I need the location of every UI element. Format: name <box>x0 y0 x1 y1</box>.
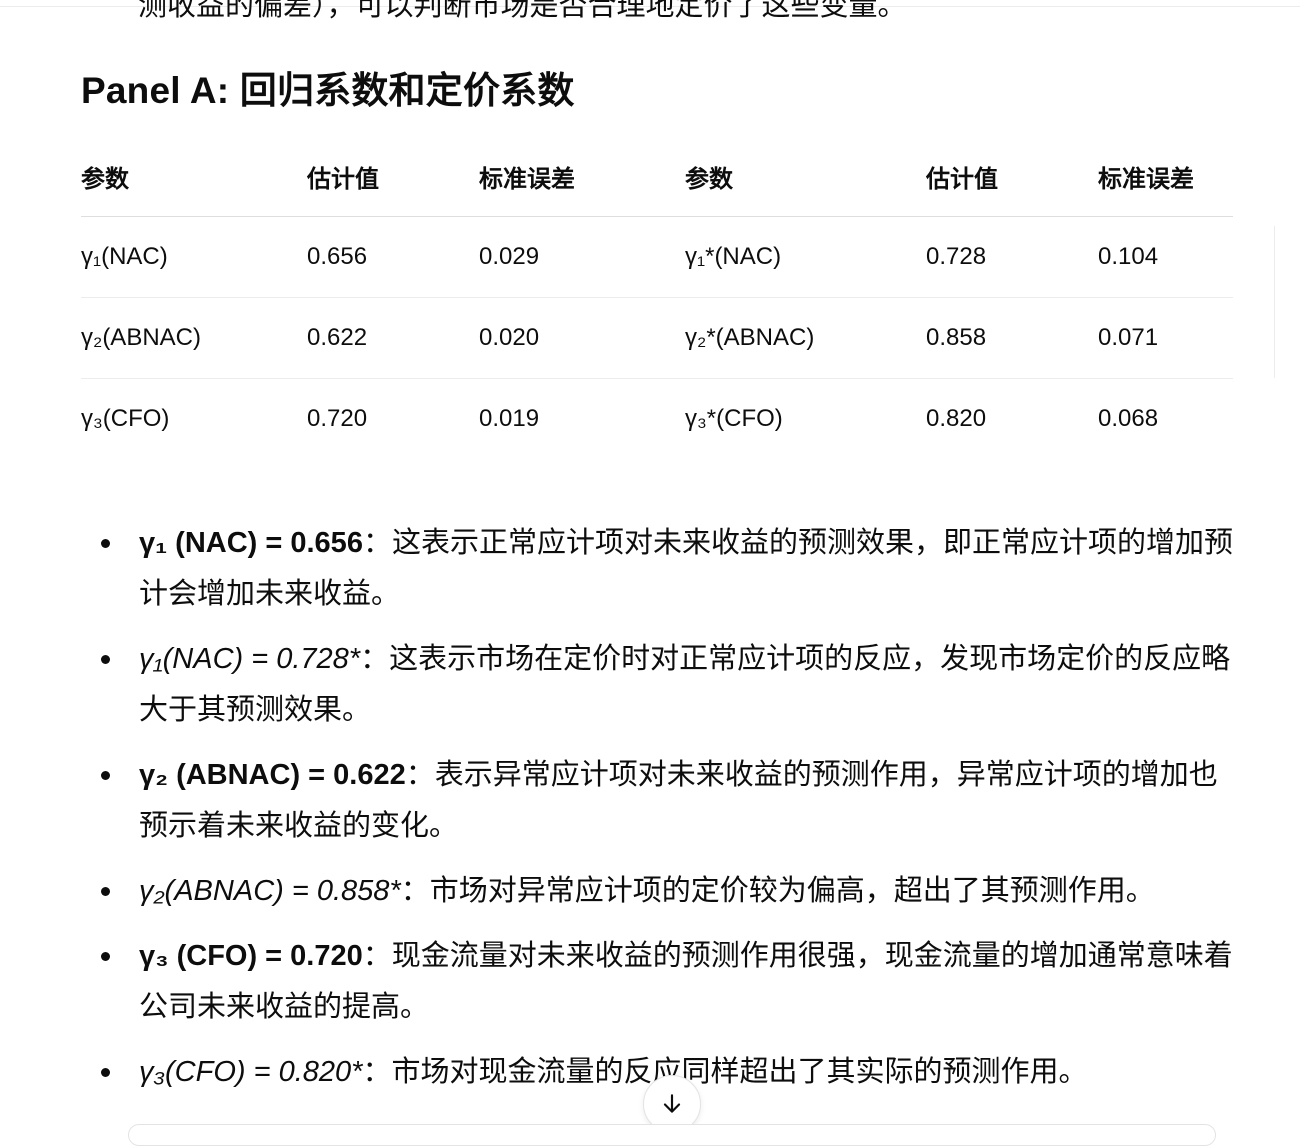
table-header-row: 参数 估计值 标准误差 参数 估计值 标准误差 <box>81 137 1233 217</box>
table-cell: γ₃(CFO) <box>81 405 170 432</box>
bullet-dot <box>101 952 110 961</box>
header-std-error-pricing: 标准误差 <box>1098 137 1233 217</box>
header-param: 参数 <box>81 137 307 217</box>
bullet-dot <box>101 655 110 664</box>
composer-box-edge <box>128 1124 1216 1146</box>
table-cell: γ₁*(NAC) <box>685 216 926 298</box>
table-cell: γ₃*(CFO) <box>685 405 783 432</box>
top-divider <box>0 6 1300 7</box>
list-item-term: γ₃ (CFO) = 0.720 <box>139 940 363 972</box>
table-cell: 0.858 <box>926 297 1098 379</box>
list-item: γ₂(ABNAC) = 0.858*：市场对异常应计项的定价较为偏高，超出了其预… <box>100 866 1235 917</box>
table-cell: 0.068 <box>1098 405 1159 432</box>
table-cell: 0.104 <box>1098 216 1233 298</box>
list-item: γ₃ (CFO) = 0.720：现金流量对未来收益的预测作用很强，现金流量的增… <box>100 931 1235 1033</box>
table-row: γ₁(NAC) 0.656 0.029 γ₁*(NAC) 0.728 0.104 <box>81 216 1233 298</box>
list-item-text: ：现金流量对未来收益的预测作用很强，现金流量的增加通常意味着公司未来收益的提高。 <box>139 940 1233 1023</box>
table-scroll-edge <box>1274 226 1275 378</box>
table-cell: 0.728 <box>926 216 1098 298</box>
table-cell: 0.020 <box>479 297 685 379</box>
list-item: γ₂ (ABNAC) = 0.622：表示异常应计项对未来收益的预测作用，异常应… <box>100 750 1235 852</box>
list-item-term: γ₁ (NAC) = 0.656 <box>139 527 363 559</box>
table-cell: 0.720 <box>307 405 368 432</box>
list-item: γ₃(CFO) = 0.820*：市场对现金流量的反应同样超出了其实际的预测作用… <box>100 1047 1235 1098</box>
list-item: γ₁(NAC) = 0.728*：这表示市场在定价时对正常应计项的反应，发现市场… <box>100 634 1235 736</box>
bullet-dot <box>101 771 110 780</box>
table-row: γ₂(ABNAC) 0.622 0.020 γ₂*(ABNAC) 0.858 0… <box>81 297 1233 379</box>
bullet-dot <box>101 1068 110 1077</box>
list-item-text: ：市场对异常应计项的定价较为偏高，超出了其预测作用。 <box>400 875 1155 907</box>
table-cell: γ₁(NAC) <box>81 216 307 298</box>
bullet-dot <box>101 887 110 896</box>
coefficient-table: 参数 估计值 标准误差 参数 估计值 标准误差 γ₁(NAC) 0.656 0.… <box>81 137 1233 459</box>
list-item-term: γ₂ (ABNAC) = 0.622 <box>139 759 406 791</box>
header-param-pricing: 参数 <box>685 137 926 217</box>
list-item-text: ：这表示市场在定价时对正常应计项的反应，发现市场定价的反应略大于其预测效果。 <box>139 643 1231 726</box>
list-item-term: γ₃(CFO) = 0.820* <box>139 1056 363 1088</box>
list-item-term: γ₂(ABNAC) = 0.858* <box>139 875 401 907</box>
list-item-text: ：表示异常应计项对未来收益的预测作用，异常应计项的增加也预示着未来收益的变化。 <box>139 759 1218 842</box>
table-cell: 0.656 <box>307 216 479 298</box>
table-cell: γ₂(ABNAC) <box>81 297 307 379</box>
arrow-down-icon <box>663 1094 681 1113</box>
table-cell: 0.029 <box>479 216 685 298</box>
header-std-error: 标准误差 <box>479 137 685 217</box>
list-item: γ₁ (NAC) = 0.656：这表示正常应计项对未来收益的预测效果，即正常应… <box>100 518 1235 620</box>
table-cell: 0.820 <box>926 405 987 432</box>
header-estimate-pricing: 估计值 <box>926 137 1098 217</box>
table-cell: γ₂*(ABNAC) <box>685 297 926 379</box>
list-item-text: ：这表示正常应计项对未来收益的预测效果，即正常应计项的增加预计会增加未来收益。 <box>139 527 1233 610</box>
header-estimate: 估计值 <box>307 137 479 217</box>
explanation-list: γ₁ (NAC) = 0.656：这表示正常应计项对未来收益的预测效果，即正常应… <box>100 518 1235 1112</box>
table-cell: 0.071 <box>1098 297 1233 379</box>
previous-paragraph-fragment: 测收益的偏差），可以判断市场是否合理地定价了这些变量。 <box>138 0 907 22</box>
section-title: Panel A: 回归系数和定价系数 <box>81 70 575 111</box>
bullet-dot <box>101 539 110 548</box>
table-row: γ₃(CFO) 0.720 0.019 γ₃*(CFO) 0.820 0.068 <box>81 379 1233 460</box>
table-cell: 0.622 <box>307 297 479 379</box>
table-cell: 0.019 <box>479 405 540 432</box>
list-item-term: γ₁(NAC) = 0.728* <box>139 643 361 675</box>
list-item-text: ：市场对现金流量的反应同样超出了其实际的预测作用。 <box>362 1056 1088 1088</box>
scroll-to-bottom-button[interactable] <box>643 1075 701 1133</box>
